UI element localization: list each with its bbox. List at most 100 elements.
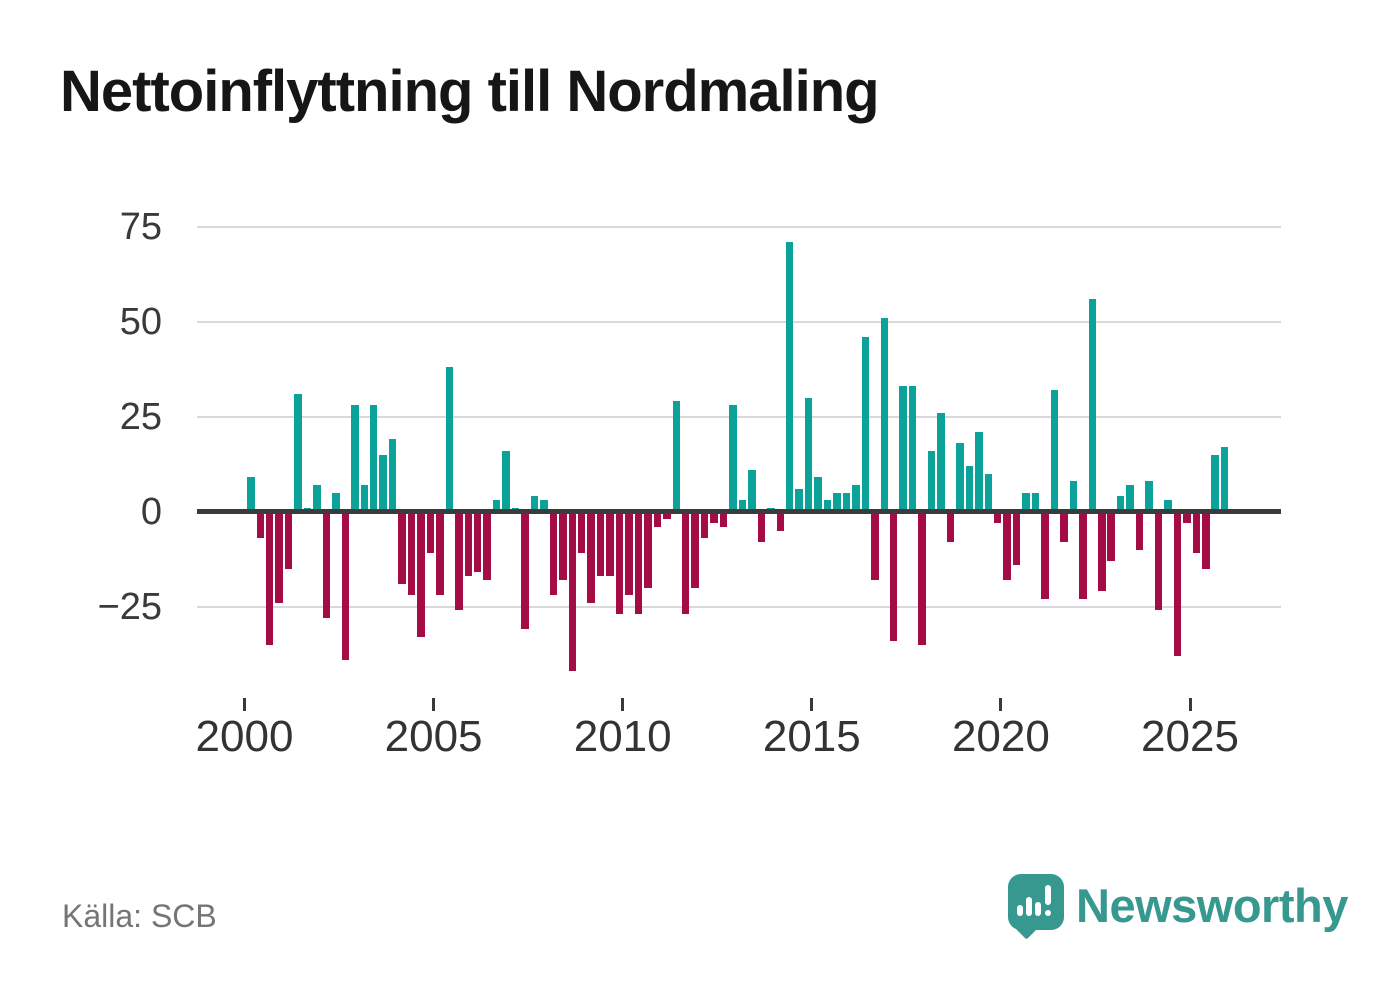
bar-2018-q2 (937, 412, 945, 512)
bar-2021-q1 (1041, 511, 1049, 599)
bar-2021-q2 (1050, 389, 1059, 512)
bar-2003-q3 (379, 454, 387, 512)
bar-2022-q1 (1079, 511, 1087, 599)
bar-2017-q1 (889, 511, 898, 641)
x-tick-2015 (810, 698, 814, 711)
bar-2013-q2 (748, 469, 756, 512)
bar-2014-q2 (785, 241, 794, 512)
bar-2004-q2 (407, 511, 416, 596)
bar-2005-q3 (455, 511, 463, 611)
bar-2003-q2 (369, 405, 378, 512)
bar-2009-q2 (596, 511, 605, 577)
bar-2022-q3 (1098, 511, 1106, 592)
bar-2002-q2 (332, 492, 340, 512)
bar-2005-q1 (436, 511, 444, 596)
gridline-y-25 (197, 415, 1281, 418)
bar-2025-q2 (1202, 511, 1210, 569)
logo-chart-bar (1026, 897, 1032, 916)
bar-2010-q4 (653, 511, 662, 527)
bar-2010-q3 (644, 511, 652, 588)
bar-2014-q4 (804, 397, 813, 512)
bar-2011-q2 (672, 401, 681, 512)
bar-2002-q1 (322, 511, 331, 618)
bar-2006-q2 (483, 511, 491, 580)
x-tick-2000 (243, 698, 246, 711)
bar-2003-q4 (388, 439, 397, 512)
x-axis-label-2005: 2005 (384, 712, 483, 761)
bar-2015-q4 (842, 492, 851, 512)
bar-2015-q3 (833, 492, 841, 512)
bar-2000-q3 (265, 511, 274, 645)
bar-2011-q4 (691, 511, 699, 588)
bar-2021-q3 (1060, 511, 1068, 542)
bar-2003-q1 (360, 484, 368, 512)
bar-2020-q2 (1012, 511, 1021, 565)
bar-2017-q4 (918, 511, 926, 645)
bar-2022-q4 (1107, 511, 1115, 561)
bar-2004-q3 (417, 511, 425, 637)
logo-exclamation-dot (1045, 910, 1051, 916)
bar-2020-q3 (1022, 492, 1030, 512)
source-note: Källa: SCB (62, 898, 217, 934)
x-axis-label-2015: 2015 (762, 712, 861, 761)
newsworthy-logo-text: Newsworthy (1076, 879, 1348, 932)
bar-2001-q1 (284, 511, 293, 569)
bar-2004-q4 (426, 511, 435, 554)
bar-2004-q1 (398, 511, 406, 584)
bar-2023-q1 (1116, 496, 1125, 512)
bar-2011-q1 (663, 511, 671, 520)
bar-2008-q1 (549, 511, 558, 596)
bar-2025-q4 (1220, 446, 1229, 512)
bar-2018-q3 (946, 511, 955, 542)
bar-2023-q4 (1145, 481, 1153, 512)
bar-2020-q1 (1003, 511, 1011, 580)
bar-2019-q4 (993, 511, 1002, 523)
bar-2025-q3 (1211, 454, 1219, 512)
gridline-y--25 (197, 605, 1281, 608)
logo-chart-bar (1017, 905, 1023, 916)
bar-2023-q3 (1135, 511, 1144, 550)
bar-2001-q4 (313, 484, 321, 512)
y-axis-label-25: 25 (119, 395, 162, 438)
bar-2017-q3 (908, 386, 917, 512)
bar-2009-q4 (615, 511, 624, 615)
bar-2016-q1 (852, 484, 860, 512)
bar-2017-q2 (899, 386, 907, 512)
bar-2005-q2 (445, 367, 454, 512)
y-axis-label-50: 50 (119, 300, 162, 343)
newsworthy-speech-bubble-icon (1008, 874, 1064, 940)
bar-2006-q4 (502, 450, 510, 512)
logo-exclamation-bar (1045, 885, 1051, 905)
bar-2024-q3 (1173, 511, 1182, 656)
bar-2001-q2 (294, 393, 302, 512)
gridline-y-50 (197, 320, 1281, 323)
bar-2009-q1 (587, 511, 595, 603)
bar-2009-q3 (606, 511, 614, 577)
bar-2005-q4 (464, 511, 472, 577)
bar-2019-q1 (965, 465, 974, 512)
bar-2011-q3 (681, 511, 690, 615)
bar-2019-q2 (975, 431, 983, 512)
bar-2007-q2 (521, 511, 529, 630)
x-axis-zero-line (197, 509, 1281, 514)
chart-title: Nettoinflyttning till Nordmaling (60, 59, 880, 124)
bar-2020-q4 (1031, 492, 1040, 512)
bar-2014-q1 (776, 511, 785, 531)
x-tick-2020 (999, 698, 1003, 711)
x-axis-label-2025: 2025 (1141, 712, 1239, 761)
x-tick-2005 (432, 698, 436, 711)
x-tick-2025 (1188, 698, 1192, 711)
bar-2012-q4 (729, 405, 737, 512)
y-axis-label-75: 75 (119, 205, 162, 248)
logo-chart-bar (1035, 902, 1041, 916)
bar-2018-q1 (927, 450, 936, 512)
bar-2012-q1 (700, 511, 709, 539)
bar-2024-q2 (1164, 500, 1172, 512)
bar-2016-q4 (880, 317, 889, 512)
bar-2008-q3 (568, 511, 577, 672)
x-axis-label-2000: 2000 (195, 712, 294, 761)
bar-2012-q3 (719, 511, 728, 527)
y-axis-label--25: −25 (97, 585, 162, 628)
